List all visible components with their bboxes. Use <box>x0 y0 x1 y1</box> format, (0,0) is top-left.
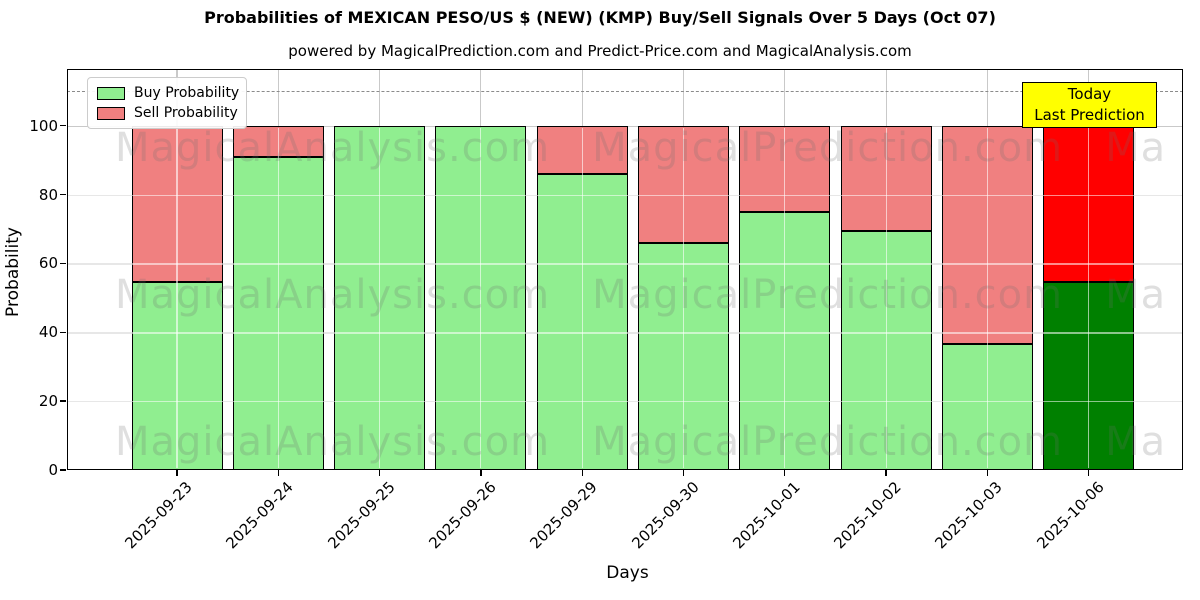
y-tick-label: 40 <box>38 323 58 342</box>
grid-overlay-vertical <box>885 127 887 468</box>
grid-overlay-vertical <box>1088 127 1090 468</box>
legend: Buy Probability Sell Probability <box>87 77 247 129</box>
grid-overlay-vertical <box>682 127 685 468</box>
grid-overlay-vertical <box>986 127 988 468</box>
y-tick-label: 80 <box>38 185 58 204</box>
x-tick-mark <box>480 470 482 476</box>
watermark-text: MagicalAnalysis.com <box>115 125 551 171</box>
legend-label-sell: Sell Probability <box>134 105 238 121</box>
grid-overlay-vertical <box>277 127 279 468</box>
y-tick-label: 20 <box>38 392 58 411</box>
x-tick-mark <box>885 470 887 476</box>
watermark-row: MagicalAnalysis.com MagicalPrediction.com… <box>115 272 1200 318</box>
watermark-text-partial: Ma <box>1105 272 1167 318</box>
x-tick-mark <box>1088 470 1090 476</box>
legend-item-buy: Buy Probability <box>97 85 240 102</box>
today-annotation: Today Last Prediction <box>1022 82 1157 128</box>
x-tick-mark <box>176 470 178 476</box>
watermark-text-partial: Ma <box>1105 125 1167 171</box>
y-tick-label: 0 <box>48 461 58 479</box>
grid-overlay-vertical <box>581 127 583 468</box>
grid-overlay-vertical <box>480 127 482 468</box>
x-axis-label: Days <box>606 563 649 583</box>
plot-area <box>67 69 1183 470</box>
grid-overlay-horizontal <box>67 401 1183 403</box>
y-tick-mark <box>60 193 66 196</box>
chart-title: Probabilities of MEXICAN PESO/US $ (NEW)… <box>204 8 996 27</box>
y-tick-mark <box>60 262 66 265</box>
watermark-text: MagicalPrediction.com <box>592 125 1064 171</box>
grid-overlay-vertical <box>784 127 786 468</box>
watermark-text: MagicalPrediction.com <box>592 419 1064 465</box>
annotation-line-1: Today <box>1067 85 1112 103</box>
watermark-text: MagicalAnalysis.com <box>115 419 551 465</box>
grid-overlay-vertical <box>176 127 178 468</box>
y-tick-mark <box>60 331 66 333</box>
watermark-text: MagicalPrediction.com <box>592 272 1064 318</box>
watermark-row: MagicalAnalysis.com MagicalPrediction.com… <box>115 125 1200 171</box>
y-tick-mark <box>60 400 66 402</box>
watermark-row: MagicalAnalysis.com MagicalPrediction.com… <box>115 419 1200 465</box>
grid-overlay-horizontal <box>67 263 1183 265</box>
x-tick-mark <box>581 470 583 476</box>
x-tick-mark <box>986 470 989 476</box>
watermark-text-partial: Ma <box>1105 419 1167 465</box>
watermark-text: MagicalAnalysis.com <box>115 272 551 318</box>
x-tick-mark <box>784 470 786 476</box>
y-tick-mark <box>60 469 66 471</box>
y-tick-label: 60 <box>38 254 58 273</box>
x-tick-mark <box>277 470 279 476</box>
y-tick-mark <box>60 125 66 127</box>
x-tick-mark <box>682 470 685 476</box>
sell-swatch <box>97 107 125 120</box>
grid-overlay-horizontal <box>67 194 1183 196</box>
buy-swatch <box>97 87 125 100</box>
legend-label-buy: Buy Probability <box>134 85 240 101</box>
legend-item-sell: Sell Probability <box>97 105 238 122</box>
annotation-line-2: Last Prediction <box>1034 106 1145 124</box>
chart-subtitle: powered by MagicalPrediction.com and Pre… <box>288 42 912 60</box>
x-tick-mark <box>378 470 381 476</box>
grid-overlay-vertical <box>379 127 381 468</box>
y-tick-label: 100 <box>29 116 58 135</box>
grid-overlay-horizontal <box>67 332 1183 334</box>
dashed-threshold-line <box>67 91 1183 93</box>
